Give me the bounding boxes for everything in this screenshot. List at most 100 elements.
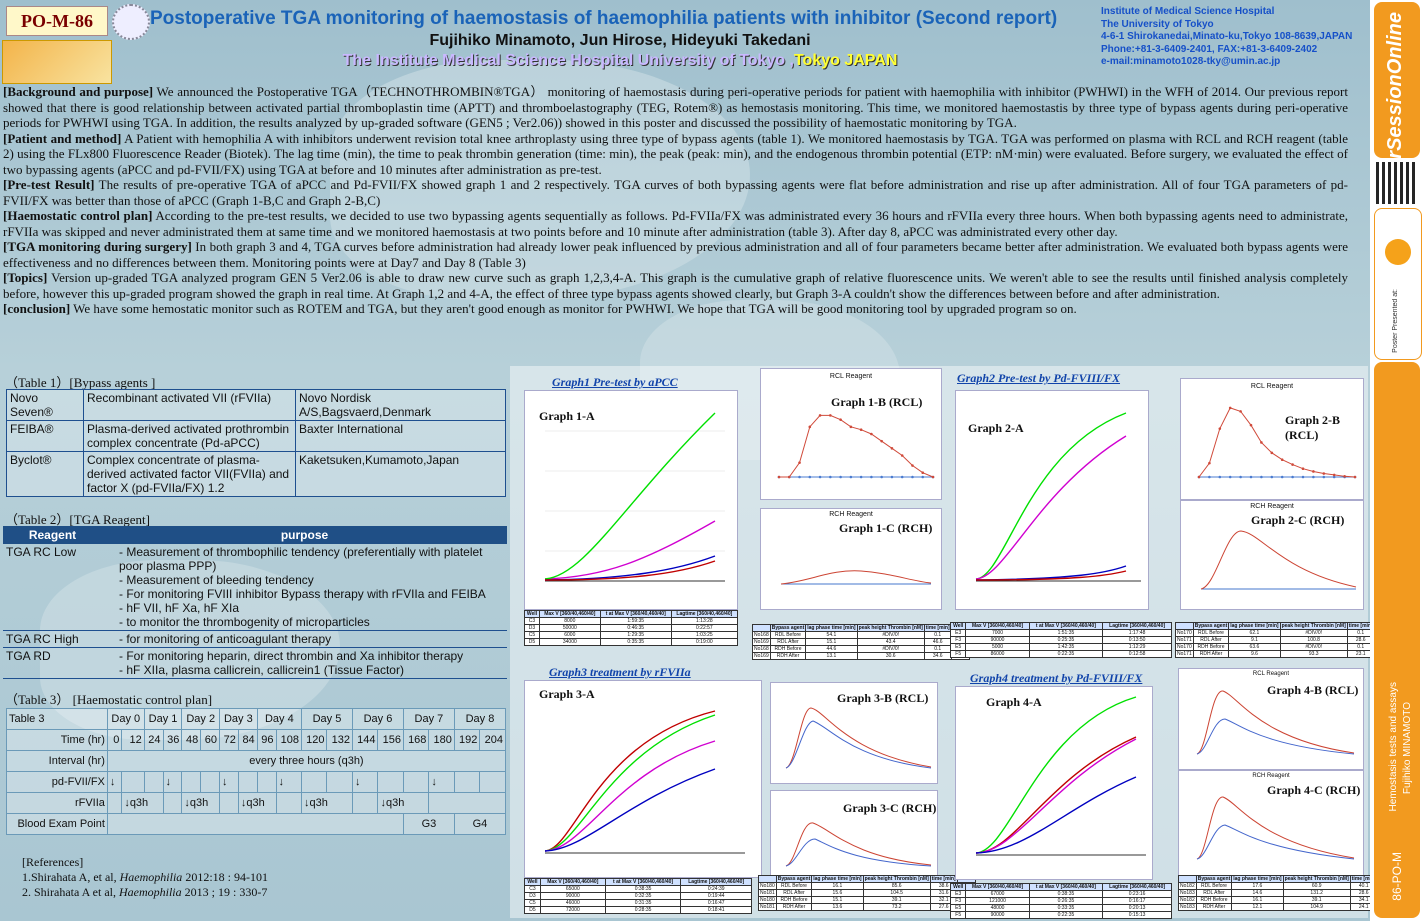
graph1-title: Graph1 Pre-test by aPCC xyxy=(552,375,678,389)
table-cell: RDH After xyxy=(1195,903,1233,911)
table-cell: 39.1 xyxy=(862,896,931,904)
graph1b-label: Graph 1-B (RCL) xyxy=(831,395,923,410)
contact-email[interactable]: e-mail:minamoto1028-tky@umin.ac.jp xyxy=(1101,56,1281,67)
table-cell: 100.8 xyxy=(1279,636,1348,644)
table-header-cell: time [min] xyxy=(923,624,952,632)
table-header-row: Well Max V [360/40,460/40] t at Max V [360… xyxy=(949,883,1172,891)
data-point xyxy=(818,414,822,417)
qr-code-icon[interactable] xyxy=(1376,162,1418,204)
table-cell: 28.6 xyxy=(1346,636,1370,644)
time-cell: 60 xyxy=(200,729,221,751)
table-header-row: Well Max V [360/40,460/40] t at Max V [360… xyxy=(524,610,739,618)
data-point xyxy=(798,475,801,479)
table-cell: 17.6 xyxy=(1231,882,1284,890)
graph2c-curves xyxy=(1200,530,1357,590)
time-cell: 144 xyxy=(351,729,379,751)
table-row: C3 65000 0:38:35 0:24:39 xyxy=(524,885,752,893)
data-point xyxy=(911,464,914,467)
table-cell: No180 xyxy=(758,896,777,904)
topic-label: Hemostasis tests and assays xyxy=(1388,682,1399,812)
graph1b-table: Bypass agent lag phase time [min] peak hei… xyxy=(752,624,970,660)
data-point xyxy=(859,475,863,479)
table-row: D5 72000 0:28:35 0:18:41 xyxy=(524,906,752,914)
time-cell: 180 xyxy=(428,729,455,751)
table-cell: No171 xyxy=(1175,650,1194,658)
table-header-cell: t at Max V [360/40,460/40] xyxy=(604,878,682,886)
graph1c-curves xyxy=(780,570,932,585)
data-point xyxy=(921,475,925,479)
table-header-cell: Bypass agent xyxy=(1195,875,1233,883)
poster-background: PO-M-86 Postoperative TGA monitoring of … xyxy=(0,0,1370,921)
data-point xyxy=(1312,475,1315,479)
graph2c-label: Graph 2-C (RCH) xyxy=(1251,513,1345,528)
society-logo-icon xyxy=(112,4,150,40)
table-cell: 0:22:35 xyxy=(1028,911,1104,919)
graph3c-label: Graph 3-C (RCH) xyxy=(843,801,937,816)
data-point xyxy=(1312,470,1315,473)
table-cell: No169 xyxy=(752,652,771,660)
data-point xyxy=(890,447,894,450)
graph2a-table: Well Max V [360/40,460/40] t at Max V [360… xyxy=(949,622,1172,658)
graph4b-table: Bypass agent lag phase time [min] peak hei… xyxy=(1178,875,1370,911)
table-cell: #DIV/0! xyxy=(856,631,925,639)
graph2b-table: Bypass agent lag phase time [min] peak hei… xyxy=(1175,622,1370,658)
table-cell: 0:28:35 xyxy=(604,906,682,914)
data-point xyxy=(1280,475,1284,479)
table-row: Table 3 Day 0 Day 1 Day 2 Day 3 Day 4 Da… xyxy=(6,708,507,730)
graph4c-curves xyxy=(1196,796,1355,860)
table-row: pd-FVII/FX ↓ ↓ ↓ ↓ ↓ ↓ xyxy=(6,771,506,793)
table-header-cell: Lagtime [360/40,460/40] xyxy=(680,878,752,886)
table-header-cell: lag phase time [min] xyxy=(1228,622,1281,630)
table-row: F5 86000 0:22:35 0:12:58 xyxy=(949,650,1172,658)
section-background: [Background and purpose] We announced th… xyxy=(3,84,1348,130)
table-cell: RDH After xyxy=(1192,650,1230,658)
table-cell: 0:35:35 xyxy=(599,638,672,646)
graph3b-curves xyxy=(785,707,932,769)
data-point xyxy=(849,425,853,429)
time-cell: 12 xyxy=(121,729,145,751)
table-cell: D3 xyxy=(524,624,540,632)
graph1a-table: Well Max V [360/40,460/40] t at Max V [360… xyxy=(524,610,739,646)
reference-item: 2. Shirahata A et al, Haemophilia 2013 ;… xyxy=(22,885,268,899)
graph2-title: Graph2 Pre-test by Pd-FVIII/FX xyxy=(957,371,1121,385)
data-point xyxy=(1228,406,1232,410)
graph1b-chart xyxy=(777,414,935,479)
table-cell: D5 xyxy=(524,906,541,914)
data-point xyxy=(1301,475,1305,479)
table-cell: E5 xyxy=(949,904,967,912)
data-point xyxy=(921,471,925,474)
graph3a-label: Graph 3-A xyxy=(539,687,595,702)
data-point xyxy=(880,439,883,443)
table-cell: 9.1 xyxy=(1228,636,1281,644)
table-row: Byclot® Complex concentrate of plasma-der… xyxy=(6,451,506,497)
graph1a-panel: Graph 1-A xyxy=(524,390,738,610)
table1-caption: （Table 1）[Bypass agents ] xyxy=(5,375,156,390)
table-header-cell: Bypass agent xyxy=(775,875,813,883)
time-cell: 120 xyxy=(300,729,328,751)
table-cell: 104.9 xyxy=(1282,903,1351,911)
references: [References] 1.Shirahata A, et al, Haemo… xyxy=(22,855,502,900)
table-header-cell: lag phase time [min] xyxy=(805,624,858,632)
map-land-shape xyxy=(330,60,750,300)
graph4c-heading: RCH Reagent xyxy=(1252,773,1290,779)
graph2c-heading: RCH Reagent xyxy=(1250,503,1294,510)
postersessiononline-logo[interactable]: PosterSessionOnline xyxy=(1374,2,1420,213)
table-cell: 40.1 xyxy=(1349,882,1370,890)
references-heading: [References] xyxy=(22,855,84,869)
contact-line: 4-6-1 Shirokanedai,Minato-ku,Tokyo 108-8… xyxy=(1101,31,1353,42)
table-header-cell xyxy=(1175,622,1194,630)
institution: The Institute Medical Science Hospital U… xyxy=(150,52,1090,70)
graph3c-curves xyxy=(785,822,932,867)
table-cell: 86000 xyxy=(965,650,1030,658)
data-point xyxy=(1291,463,1294,466)
presented-at-box: Poster Presented at: xyxy=(1374,208,1422,360)
table-cell: 0:33:35 xyxy=(1028,904,1104,912)
table-cell: E3 xyxy=(949,629,967,637)
table3-caption: （Table 3） [Haemostatic control plan] xyxy=(5,692,213,707)
table-row: D5 34000 0:35:35 0:19:00 xyxy=(524,638,739,646)
table-cell: 1:51:35 xyxy=(1028,629,1104,637)
data-point xyxy=(1332,473,1336,477)
